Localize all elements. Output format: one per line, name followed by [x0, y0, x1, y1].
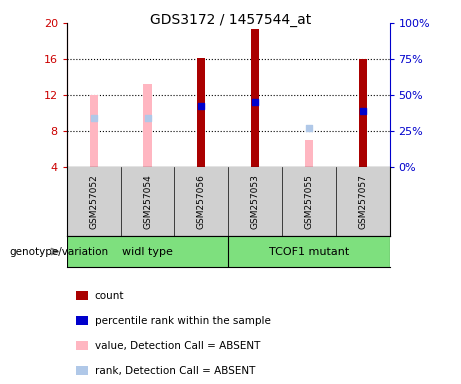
Bar	[67, 236, 228, 267]
Bar	[67, 167, 121, 236]
Text: count: count	[95, 291, 124, 301]
Text: genotype/variation: genotype/variation	[9, 247, 108, 257]
Bar	[90, 95, 98, 167]
Bar	[336, 167, 390, 236]
Point	[144, 114, 151, 121]
Bar	[228, 236, 390, 267]
Bar	[197, 58, 205, 167]
Bar	[143, 84, 152, 167]
Text: percentile rank within the sample: percentile rank within the sample	[95, 316, 271, 326]
Text: rank, Detection Call = ABSENT: rank, Detection Call = ABSENT	[95, 366, 255, 376]
Point	[359, 108, 366, 114]
Bar	[359, 59, 366, 167]
Bar	[305, 140, 313, 167]
Text: widl type: widl type	[122, 247, 173, 257]
Text: GSM257057: GSM257057	[358, 174, 367, 229]
Point	[90, 114, 97, 121]
Point	[305, 125, 313, 131]
Point	[251, 99, 259, 105]
Bar	[228, 167, 282, 236]
Bar	[251, 29, 259, 167]
Bar	[121, 167, 174, 236]
Text: GSM257055: GSM257055	[304, 174, 313, 229]
Text: GSM257056: GSM257056	[197, 174, 206, 229]
Text: TCOF1 mutant: TCOF1 mutant	[269, 247, 349, 257]
Text: value, Detection Call = ABSENT: value, Detection Call = ABSENT	[95, 341, 260, 351]
Text: GSM257052: GSM257052	[89, 174, 98, 229]
Bar	[174, 167, 228, 236]
Text: GSM257054: GSM257054	[143, 174, 152, 229]
Point	[198, 103, 205, 109]
Text: GDS3172 / 1457544_at: GDS3172 / 1457544_at	[150, 13, 311, 27]
Text: GSM257053: GSM257053	[251, 174, 260, 229]
Bar	[282, 167, 336, 236]
